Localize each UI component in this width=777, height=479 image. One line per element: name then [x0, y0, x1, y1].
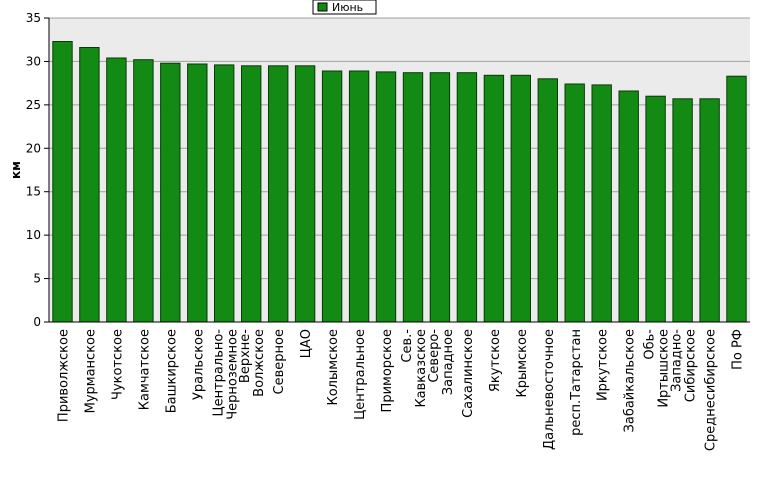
y-tick-label: 10: [26, 228, 41, 242]
y-tick-label: 5: [33, 272, 41, 286]
bars: [52, 41, 747, 323]
category-label: Мурманское: [83, 329, 98, 413]
bar: [79, 47, 100, 323]
bar: [375, 71, 397, 323]
category-label: Верхне-Волжское: [238, 329, 267, 397]
y-axis-label: км: [9, 161, 23, 179]
category-label-line: Северо-: [427, 329, 442, 383]
category-label: Чукотское: [110, 329, 125, 400]
bar: [52, 41, 73, 323]
bar: [564, 83, 585, 323]
category-label: Центрально-Черноземное: [211, 329, 240, 420]
legend-box: [312, 0, 377, 15]
bar: [106, 57, 127, 323]
bar: [726, 75, 747, 323]
category-label-line: Волжское: [252, 329, 267, 397]
category-labels: Приволжское Мурманское Чукотское Камчатское…: [57, 329, 746, 451]
category-label-line: Иртышское: [657, 329, 672, 408]
category-label-line: Центрально-: [211, 329, 226, 417]
category-label-line: Сибирское: [684, 329, 699, 402]
bar: [187, 63, 208, 323]
category-label: Северное: [272, 329, 287, 394]
bar: [456, 72, 478, 323]
y-tick-labels: 0 5 10 15 20 25 30 35: [26, 11, 41, 329]
bar: [294, 65, 316, 323]
bar: [133, 59, 154, 323]
category-label: Центральное: [353, 329, 368, 420]
bar: [645, 95, 666, 323]
y-tick-label: 25: [26, 98, 41, 112]
category-label: Иркутское: [596, 329, 611, 401]
bar: [699, 98, 720, 323]
legend-label: Июнь: [332, 1, 363, 14]
category-label-line: Сев.-: [400, 329, 415, 363]
category-label: Колымское: [326, 329, 341, 406]
category-label-line: Западно-: [670, 329, 685, 392]
bar: [672, 98, 693, 323]
category-label: Якутское: [488, 329, 503, 392]
category-label: Забайкальское: [623, 329, 638, 432]
category-label-line: Черноземное: [225, 329, 240, 420]
bar: [268, 65, 289, 323]
category-label: Уральское: [191, 329, 206, 400]
bar: [591, 84, 612, 323]
category-label: респ.Татарстан: [569, 329, 584, 436]
bar: [321, 70, 343, 323]
bar: [241, 65, 262, 323]
y-tick-label: 30: [26, 54, 41, 68]
category-label: Башкирское: [164, 329, 179, 413]
bar: [510, 74, 532, 323]
y-tick-label: 15: [26, 185, 41, 199]
category-label: Дальневосточное: [542, 329, 557, 450]
bar: [348, 70, 370, 323]
y-tick-label: 0: [33, 315, 41, 329]
bar: [537, 78, 558, 323]
category-label: Крымское: [515, 329, 530, 398]
category-label: Западно-Сибирское: [670, 329, 699, 403]
category-label: Приморское: [380, 329, 395, 412]
bar: [402, 72, 424, 323]
bar: [429, 72, 451, 323]
legend: Июнь: [312, 0, 377, 15]
axes: [44, 17, 750, 323]
bar: [618, 90, 639, 323]
plot-area: [49, 18, 750, 322]
category-label-line: Обь-: [643, 329, 658, 360]
bar: [214, 64, 235, 323]
category-label-line: Верхне-: [238, 329, 253, 383]
category-label: По РФ: [731, 329, 746, 370]
category-label: Сев.-Кавказское: [400, 329, 429, 408]
category-label-line: Западное: [441, 329, 456, 395]
bar: [483, 74, 505, 323]
category-label: Обь-Иртышское: [643, 329, 672, 408]
y-tick-label: 20: [26, 141, 41, 155]
category-label: Сахалинское: [461, 329, 476, 418]
category-label: Среднесибирское: [704, 329, 719, 451]
category-label: Северо-Западное: [427, 329, 456, 396]
category-label: Камчатское: [137, 329, 152, 410]
category-label: ЦАО: [299, 329, 314, 358]
bar: [160, 62, 181, 323]
category-label-line: Кавказское: [414, 329, 429, 408]
y-tick-label: 35: [26, 11, 41, 25]
category-label: Приволжское: [57, 329, 72, 422]
legend-swatch: [317, 2, 328, 12]
